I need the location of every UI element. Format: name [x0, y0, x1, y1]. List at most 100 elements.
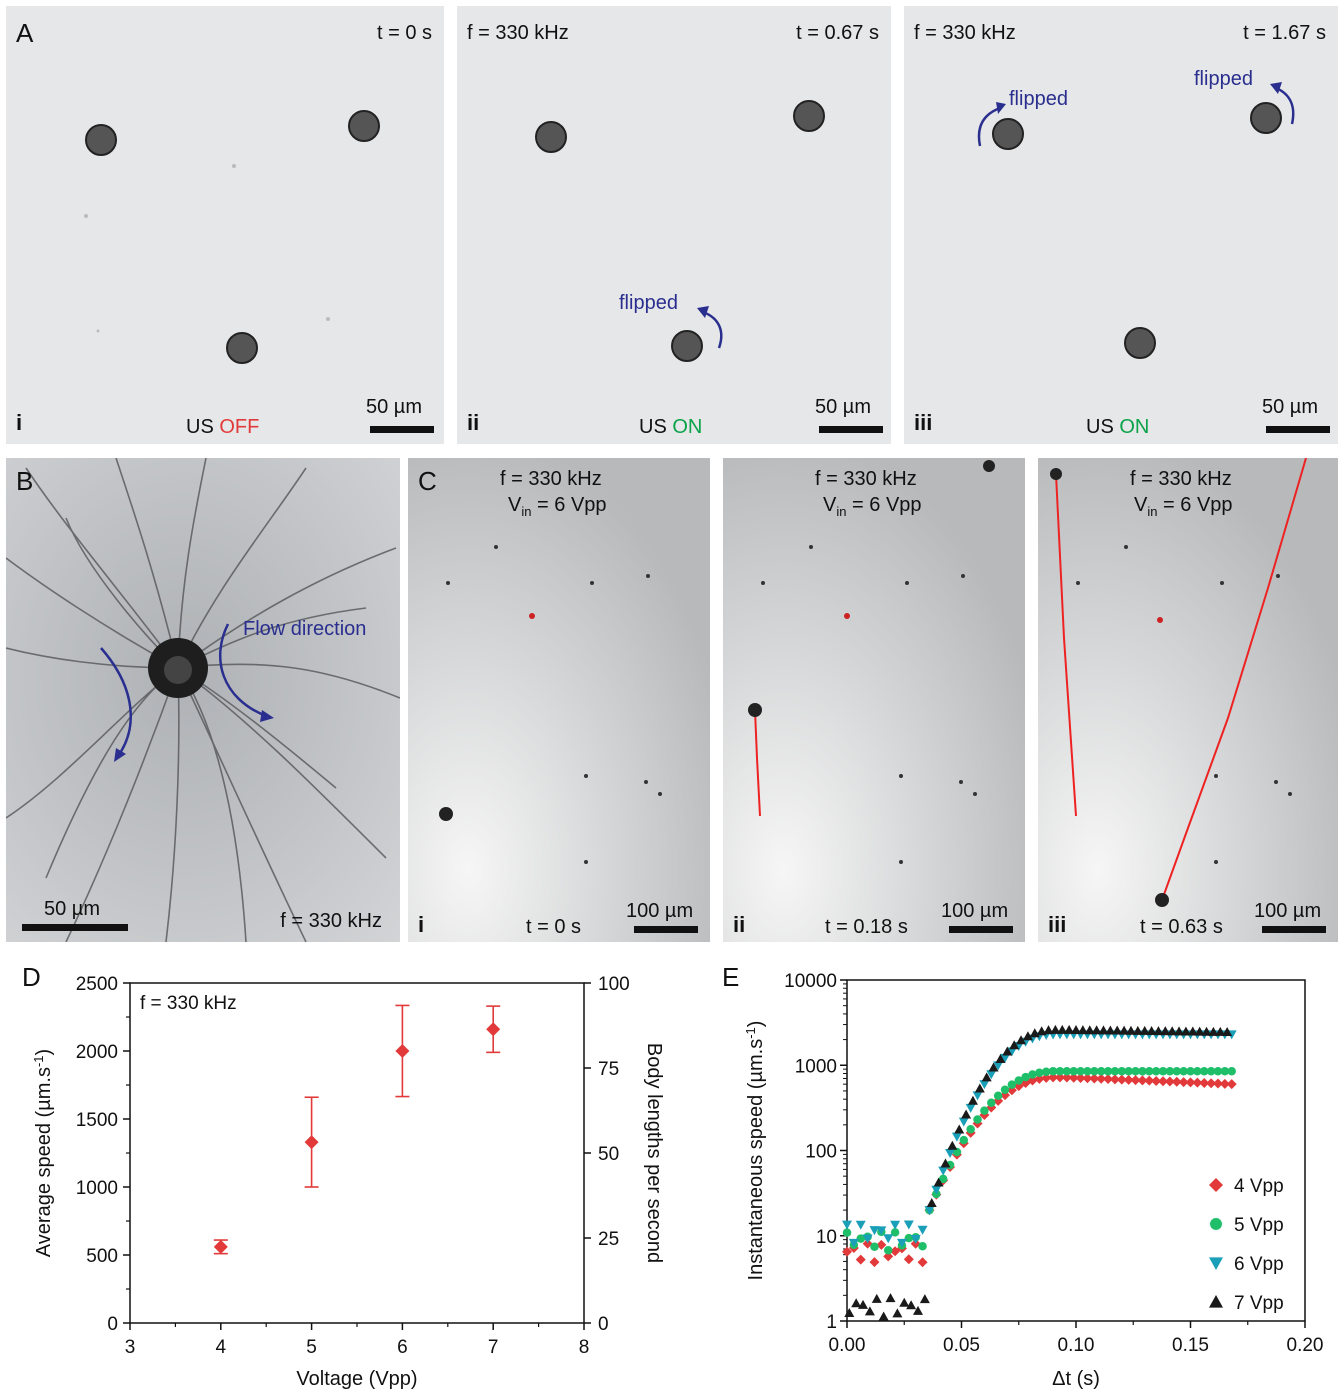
data-point	[1027, 1075, 1038, 1086]
data-point	[1172, 1067, 1182, 1076]
data-point	[1212, 1078, 1223, 1089]
data-point	[1041, 1067, 1051, 1076]
data-point	[1014, 1076, 1023, 1085]
data-point	[862, 1234, 873, 1244]
data-point	[1137, 1075, 1148, 1086]
microrobot	[348, 110, 380, 142]
data-point	[1167, 1026, 1178, 1036]
data-point	[938, 1174, 948, 1184]
data-point	[1165, 1067, 1175, 1076]
data-point	[1194, 1026, 1205, 1036]
data-point	[1021, 1072, 1030, 1082]
data-point	[951, 1132, 962, 1142]
scale-label: 50 µm	[366, 396, 422, 418]
data-point	[1057, 1024, 1068, 1034]
scale-bar	[634, 926, 698, 933]
data-point	[1164, 1076, 1175, 1087]
frequency-label: f = 330 kHz	[500, 468, 602, 490]
data-point	[876, 1239, 887, 1250]
y2-tick-label: 0	[598, 1314, 609, 1335]
data-point	[1013, 1081, 1024, 1092]
us-status: US ON	[1086, 416, 1150, 438]
data-point	[486, 1022, 501, 1037]
y2-axis-label: Body lengths per second	[643, 1043, 665, 1263]
data-point	[980, 1106, 989, 1115]
data-point	[862, 1238, 873, 1249]
data-point	[890, 1220, 901, 1230]
legend-label: 4 Vpp	[1234, 1176, 1284, 1197]
data-point	[1158, 1067, 1168, 1076]
frequency-annotation: f = 330 kHz	[140, 993, 237, 1014]
flipped-annotation: flipped	[1194, 68, 1253, 90]
data-point	[910, 1234, 921, 1244]
scale-bar	[1262, 926, 1326, 933]
legend-label: 6 Vpp	[1234, 1254, 1284, 1275]
data-point	[1062, 1067, 1072, 1076]
panel-a-iii: f = 330 kHz t = 1.67 s flipped flipped i…	[904, 6, 1338, 444]
microrobot	[85, 124, 117, 156]
y-tick-label: 500	[86, 1246, 118, 1267]
data-point	[851, 1298, 862, 1308]
data-point	[1138, 1067, 1147, 1076]
y2-tick-label: 75	[598, 1059, 619, 1080]
x-tick-label: 0.05	[943, 1335, 980, 1356]
data-point	[858, 1299, 869, 1309]
data-point	[1151, 1075, 1162, 1086]
y-tick-label: 1000	[795, 1056, 837, 1077]
microrobot	[748, 703, 762, 717]
series-4-vpp	[842, 1072, 1237, 1268]
data-point	[1084, 1025, 1095, 1035]
data-point	[1109, 1074, 1120, 1085]
micrograph-a-ii	[535, 100, 825, 362]
data-point	[1209, 1257, 1223, 1270]
data-point	[952, 1147, 962, 1157]
data-point	[1069, 1067, 1078, 1076]
data-point	[1082, 1073, 1093, 1084]
data-point	[1068, 1072, 1079, 1083]
time-label: t = 0.63 s	[1140, 916, 1223, 938]
subpanel-label: iii	[914, 410, 933, 435]
data-point	[1180, 1026, 1191, 1036]
data-point	[1185, 1077, 1196, 1088]
y2-tick-label: 25	[598, 1229, 619, 1250]
scale-label: 50 µm	[815, 396, 871, 418]
scale-bar	[1266, 426, 1330, 433]
data-point	[1116, 1074, 1127, 1085]
data-point	[917, 1257, 928, 1268]
x-axis-label: Δt (s)	[1052, 1368, 1100, 1390]
data-point	[1227, 1067, 1236, 1076]
data-point	[1006, 1085, 1017, 1096]
time-label: t = 0.67 s	[796, 22, 879, 44]
trajectory	[1055, 473, 1077, 817]
scale-bar	[370, 426, 434, 433]
data-point	[1112, 1025, 1123, 1035]
data-point	[1186, 1067, 1195, 1076]
panel-c-i: C f = 330 kHz Vin = 6 Vpp i t = 0 s 100 …	[408, 458, 710, 942]
panel-c-iii: f = 330 kHz Vin = 6 Vpp iii t = 0.63 s 1…	[1038, 458, 1338, 942]
scale-bar	[949, 926, 1013, 933]
flow-arrow-left	[100, 647, 132, 757]
data-point	[395, 1044, 410, 1058]
data-point	[993, 1091, 1003, 1101]
data-point	[1131, 1067, 1140, 1076]
data-point	[1123, 1074, 1134, 1085]
data-point	[1179, 1067, 1188, 1076]
data-point	[959, 1135, 969, 1145]
data-point	[869, 1226, 880, 1236]
scale-label: 100 µm	[941, 900, 1009, 922]
data-point	[1117, 1067, 1127, 1076]
y-tick-label: 100	[805, 1142, 837, 1163]
data-point	[1192, 1077, 1203, 1088]
y2-tick-label: 100	[598, 974, 630, 995]
data-point	[1178, 1077, 1189, 1088]
microrobot	[1050, 468, 1062, 480]
chart-e-instantaneous-speed: 0.00 0.05 0.10 0.15 0.20 1 10 100 1000 10000 Δt (s…	[743, 971, 1324, 1390]
data-point	[933, 1177, 944, 1187]
microrobot	[535, 121, 567, 153]
y-tick-label: 1	[826, 1312, 837, 1333]
micrograph-c-ii	[723, 458, 1025, 942]
data-point	[1098, 1025, 1109, 1035]
data-point	[892, 1308, 903, 1318]
data-point	[961, 1109, 972, 1119]
data-point	[1201, 1026, 1212, 1036]
